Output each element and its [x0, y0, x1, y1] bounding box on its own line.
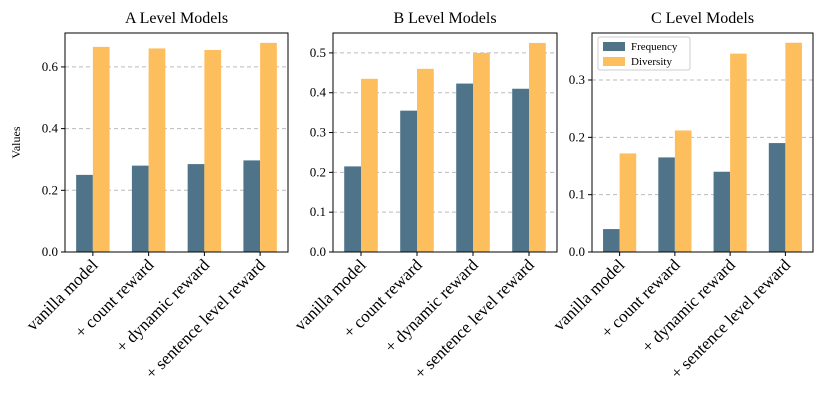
bar	[713, 171, 731, 252]
legend-label: Frequency	[631, 41, 678, 53]
bar	[619, 153, 637, 252]
chart-title: A Level Models	[125, 10, 228, 27]
y-tick-label: 0.3	[310, 125, 326, 140]
bar	[674, 130, 692, 252]
bar	[456, 83, 473, 252]
bar	[92, 46, 110, 253]
bar	[76, 174, 93, 252]
chart-title: B Level Models	[393, 10, 496, 27]
bar	[148, 48, 166, 253]
bar	[603, 229, 620, 252]
axes-frame	[591, 32, 814, 253]
bar	[344, 166, 361, 252]
y-tick-label: 0.4	[310, 85, 327, 100]
axes-frame	[64, 32, 289, 253]
y-tick-label: 0.2	[310, 164, 326, 179]
bar	[187, 164, 205, 252]
bar	[785, 42, 802, 252]
chart-title: C Level Models	[651, 10, 754, 27]
bar	[243, 160, 261, 252]
y-tick-label: 0.0	[310, 244, 326, 259]
bar	[361, 78, 378, 252]
legend-swatch	[603, 57, 625, 66]
axes-frame	[332, 32, 558, 253]
y-axis-label: Values	[9, 126, 23, 158]
y-tick-label: 0.5	[310, 45, 326, 60]
bar	[730, 53, 747, 252]
bar	[260, 42, 277, 252]
y-tick-label: 0.6	[42, 59, 59, 74]
bar	[658, 157, 675, 252]
bar	[473, 52, 490, 253]
bar	[512, 88, 529, 252]
bar	[768, 143, 786, 252]
y-tick-label: 0.2	[569, 129, 585, 144]
y-tick-label: 0.1	[569, 187, 585, 202]
y-tick-label: 0.3	[569, 72, 585, 87]
legend-swatch	[603, 42, 625, 51]
legend-label: Diversity	[631, 56, 672, 68]
y-tick-label: 0.2	[42, 182, 58, 197]
x-tick-label: + dynamic reward	[638, 255, 739, 356]
bar	[529, 42, 546, 252]
bar	[400, 110, 417, 253]
y-tick-label: 0.4	[42, 121, 59, 136]
bar	[204, 49, 222, 253]
x-tick-label: + dynamic reward	[112, 255, 213, 356]
bar	[417, 68, 434, 252]
x-tick-label: + dynamic reward	[381, 255, 482, 356]
y-tick-label: 0.1	[310, 204, 326, 219]
y-tick-label: 0.0	[569, 244, 585, 259]
y-tick-label: 0.0	[42, 244, 58, 259]
bar	[131, 165, 149, 252]
